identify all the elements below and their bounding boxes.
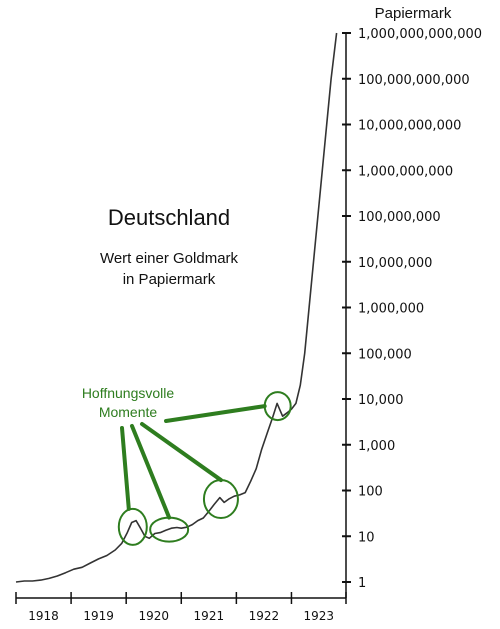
y-tick-label: 10,000 <box>358 393 404 408</box>
chart-subtitle-line-1: Wert einer Goldmark <box>100 250 239 267</box>
y-tick-label: 1,000,000,000 <box>358 164 453 179</box>
annotation-label-line-2: Momente <box>99 404 158 420</box>
y-tick-label: 1,000,000,000,000 <box>358 27 482 42</box>
x-tick-label: 1920 <box>138 609 169 623</box>
chart-title: Deutschland <box>108 205 230 230</box>
annotation-label-line-1: Hoffnungsvolle <box>82 385 175 401</box>
annotation-connector <box>130 424 172 520</box>
y-tick-label: 10,000,000,000 <box>358 119 461 134</box>
series-layer <box>15 32 338 583</box>
x-tick-label: 1919 <box>83 609 114 623</box>
y-tick-label: 1,000,000 <box>358 302 424 317</box>
annotation-connector <box>164 404 267 423</box>
y-tick-label: 10,000,000 <box>358 256 432 271</box>
y-tick-label: 100 <box>358 485 383 500</box>
annotation-connector <box>140 422 223 483</box>
annotation-connector <box>120 426 131 511</box>
x-tick-label: 1923 <box>303 609 334 623</box>
x-tick-label: 1921 <box>194 609 225 623</box>
y-tick-label: 1,000 <box>358 439 395 454</box>
x-axis: 1918 1919 1920 1921 1922 1923 <box>15 592 347 623</box>
chart-subtitle-line-2: in Papiermark <box>123 271 216 288</box>
annotation: Hoffnungsvolle Momente <box>82 385 292 546</box>
x-tick-label: 1922 <box>249 609 280 623</box>
series-line <box>15 32 338 583</box>
highlight-circle <box>117 507 148 546</box>
y-tick-label: 100,000,000,000 <box>358 73 470 88</box>
y-tick-label: 100,000 <box>358 347 412 362</box>
y-axis-title: Papiermark <box>375 5 452 22</box>
y-tick-label: 100,000,000 <box>358 210 441 225</box>
y-tick-label: 1 <box>358 576 366 591</box>
x-tick-label: 1918 <box>28 609 59 623</box>
y-axis: 1 10 100 1,000 10,000 100,000 1,000,000 10,000,… <box>342 27 482 598</box>
y-tick-label: 10 <box>358 530 375 545</box>
